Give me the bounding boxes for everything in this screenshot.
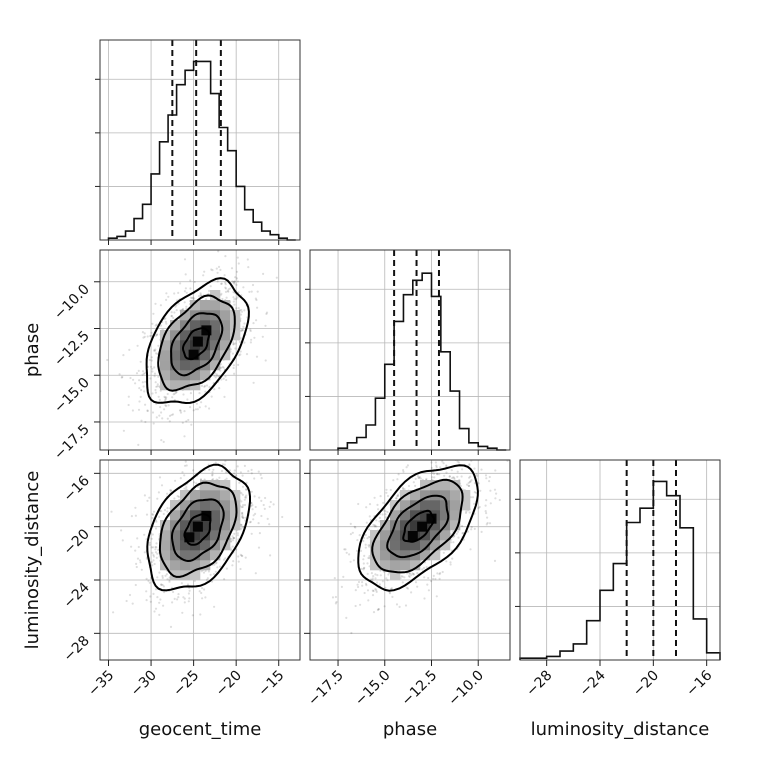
axes-frame bbox=[309, 459, 511, 661]
contour-level-4 bbox=[357, 464, 479, 592]
ylabel-phase: phase bbox=[22, 323, 43, 377]
xlabel-phase: phase bbox=[383, 719, 437, 740]
peak-cell bbox=[184, 532, 195, 543]
contour-level-4 bbox=[146, 463, 251, 592]
histogram-phase bbox=[337, 272, 507, 451]
contour-level-3 bbox=[157, 294, 236, 392]
density-cells bbox=[160, 480, 241, 581]
axes-frame bbox=[99, 39, 301, 241]
ylabel-luminosity-distance: luminosity_distance bbox=[22, 471, 43, 650]
panel-2d-geocent-time-vs-luminosity-distance bbox=[99, 459, 301, 661]
histogram-geocent-time bbox=[107, 60, 296, 241]
panel-content bbox=[310, 460, 510, 660]
peak-cell bbox=[201, 511, 212, 521]
axes-frame bbox=[519, 459, 721, 661]
axes-frame bbox=[309, 249, 511, 451]
contour-level-4 bbox=[145, 277, 250, 405]
panel-content bbox=[100, 250, 300, 450]
contour-level-1 bbox=[402, 509, 436, 543]
contour-level-1 bbox=[183, 513, 212, 546]
axes-frame bbox=[99, 459, 301, 661]
peak-cell bbox=[407, 531, 418, 541]
panel-hist-geocent-time bbox=[95, 39, 301, 241]
density-cells bbox=[160, 290, 241, 391]
peak-cell bbox=[188, 349, 199, 360]
contour-level-3 bbox=[371, 478, 464, 574]
peak-cell bbox=[417, 521, 428, 532]
xlabel-luminosity-distance: luminosity_distance bbox=[531, 719, 710, 740]
panel-hist-phase bbox=[305, 249, 511, 451]
contour-level-2 bbox=[171, 498, 225, 563]
contour-level-2 bbox=[386, 494, 450, 559]
xlabel-geocent-time: geocent_time bbox=[139, 719, 262, 740]
panel-content bbox=[100, 460, 300, 660]
panel-2d-phase-vs-luminosity-distance bbox=[309, 459, 511, 661]
panel-hist-luminosity-distance bbox=[515, 459, 721, 661]
contour-level-3 bbox=[158, 481, 238, 578]
peak-cell bbox=[192, 336, 203, 347]
axes-frame bbox=[99, 249, 301, 451]
contour-level-1 bbox=[182, 327, 211, 361]
contour-level-2 bbox=[170, 312, 224, 377]
peak-cell bbox=[426, 513, 437, 524]
peak-cell bbox=[192, 521, 203, 532]
panel-2d-geocent-time-vs-phase bbox=[99, 249, 301, 451]
